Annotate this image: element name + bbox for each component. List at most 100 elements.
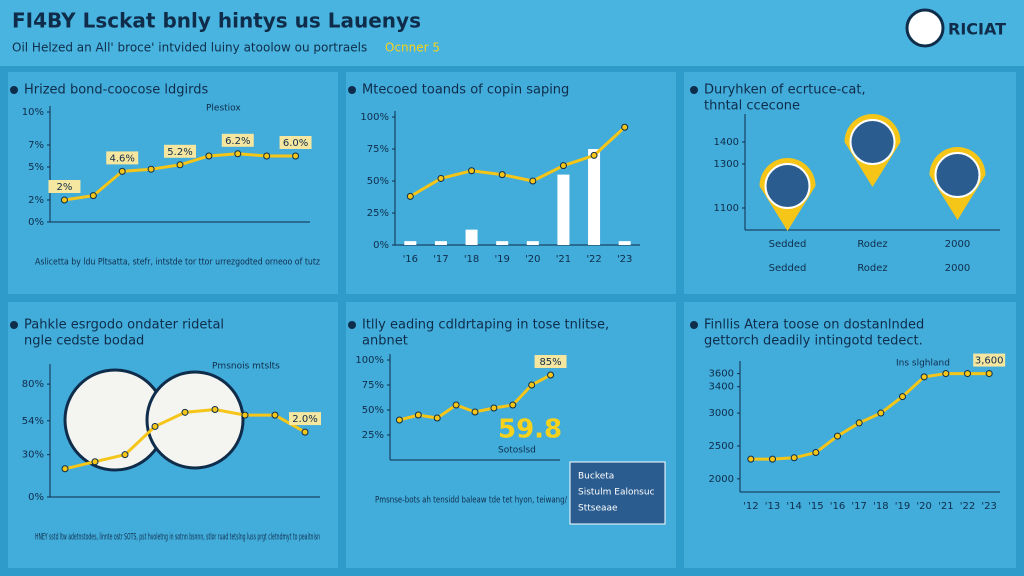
point [877,409,885,417]
annotation: Pmsnois mtslts [212,362,280,372]
point [271,411,279,419]
x-tick-label: '16 [403,254,418,265]
x-tick-label: '16 [830,501,845,512]
panel-title: Hrized bond-coocose ldgirds [24,83,208,98]
point [468,167,476,175]
data-label: 85% [539,357,561,368]
data-label: 4.6% [110,153,135,164]
big-number: 59.8 [498,415,562,445]
x-tick-label: '19 [895,501,910,512]
y-tick-label: 0% [28,217,44,228]
caption: Aslicetta by ldu Pltsatta, stefr, intstd… [35,258,320,268]
y-tick-label: 54% [22,416,44,427]
point [747,455,755,463]
x-tick-label: '22 [586,254,601,265]
label-box [279,136,312,149]
point [241,411,249,419]
panel [684,302,1016,568]
panel-title: Finllis Atera toose on dostanlnded [704,318,924,333]
x-tick-label: '14 [786,501,801,512]
label-box [221,133,254,147]
page-subtitle: Oil Helzed an All' broce' intvided luiny… [12,41,367,55]
note-text: Sistulm Ealonsuc [578,488,655,498]
bar [557,174,570,245]
panel-icon [690,86,698,94]
line [750,372,990,461]
y-tick-label: 80% [22,379,44,390]
page-title: FI4BY Lsckat bnly hintys us Lauenys [12,9,421,33]
bar [618,241,631,245]
x-tick-label: '18 [464,254,479,265]
point [181,408,189,416]
x-tick-label: '17 [433,254,448,265]
x-tick-label: '12 [743,501,758,512]
point [899,393,906,401]
point [414,411,422,419]
point [855,419,863,427]
x-tick-label: '22 [960,501,975,512]
bar [526,241,539,245]
highlight: Ocnner 5 [385,41,440,55]
bar [588,149,601,245]
panel-icon [348,86,356,94]
y-tick-label: 25% [362,430,384,441]
x-tick-label: '23 [981,501,996,512]
badge-face [764,163,811,209]
point [834,432,841,440]
point [509,401,517,409]
point [121,451,129,459]
panel-title: Duryhken of ecrtuce-cat, [704,83,866,98]
y-tick-label: 7% [28,140,44,151]
label-box [973,353,1006,367]
label-box [164,144,196,158]
x-tick-label: '18 [873,501,888,512]
panel [346,72,676,294]
y-tick-label: 3400 [709,382,734,393]
y-tick-label: 1100 [714,203,739,214]
y-tick-label: 100% [355,355,384,366]
note-text: Sttseaae [578,504,618,514]
panel-title: Mtecoed toands of copin saping [362,83,569,98]
badge-face [849,119,896,165]
point [942,370,950,378]
badge-face [934,152,981,198]
note-text: Bucketa [578,472,614,482]
point [621,123,629,131]
y-tick-label: 1300 [714,159,739,170]
point [920,373,928,381]
y-tick-label: 75% [367,144,389,155]
point [89,192,97,200]
data-label: 6.2% [225,136,250,147]
y-tick-label: 1400 [714,137,739,148]
point [234,150,242,158]
gauge [145,370,245,470]
panel-title: Pahkle esrgodo ondater ridetal [24,318,224,333]
annotation: Plestiox [206,104,241,114]
point [471,408,479,416]
brand-logo [905,8,945,48]
brand: RICIAT [948,20,1006,39]
x-tick-label: '17 [851,501,866,512]
point [964,370,971,378]
y-tick-label: 50% [367,176,389,187]
x-tick-label: Rodez [857,263,887,274]
y-tick-label: 5% [28,162,44,173]
label-box [289,412,321,426]
panel-icon [10,86,18,94]
x-tick-label: '15 [808,501,823,512]
panel-icon [690,321,698,329]
x-tick-label: '21 [938,501,953,512]
y-tick-label: 50% [362,405,384,416]
panel-icon [348,321,356,329]
x-tick-label: '20 [916,501,931,512]
label-box [48,180,81,193]
point [452,401,460,409]
point [590,151,598,159]
caption: Pmsnse-bots ah tensidd baleaw tde tet hy… [375,496,660,506]
panel-title: Itlly eading cdldrtaping in tose tnlitse… [362,318,609,333]
y-tick-label: 100% [360,112,389,123]
bar [465,229,478,245]
y-tick-label: 10% [22,107,44,118]
x-tick-label: '21 [556,254,571,265]
y-tick-label: 3600 [709,369,734,380]
